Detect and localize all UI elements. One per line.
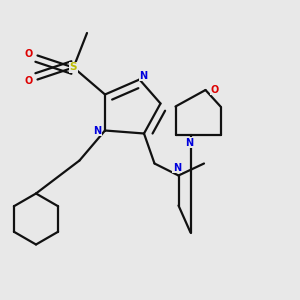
Text: O: O bbox=[24, 49, 33, 59]
Text: N: N bbox=[173, 163, 181, 173]
Text: O: O bbox=[210, 85, 219, 95]
Text: N: N bbox=[139, 71, 147, 81]
Text: O: O bbox=[24, 76, 33, 86]
Text: N: N bbox=[93, 125, 102, 136]
Text: S: S bbox=[70, 62, 77, 73]
Text: N: N bbox=[185, 137, 193, 148]
